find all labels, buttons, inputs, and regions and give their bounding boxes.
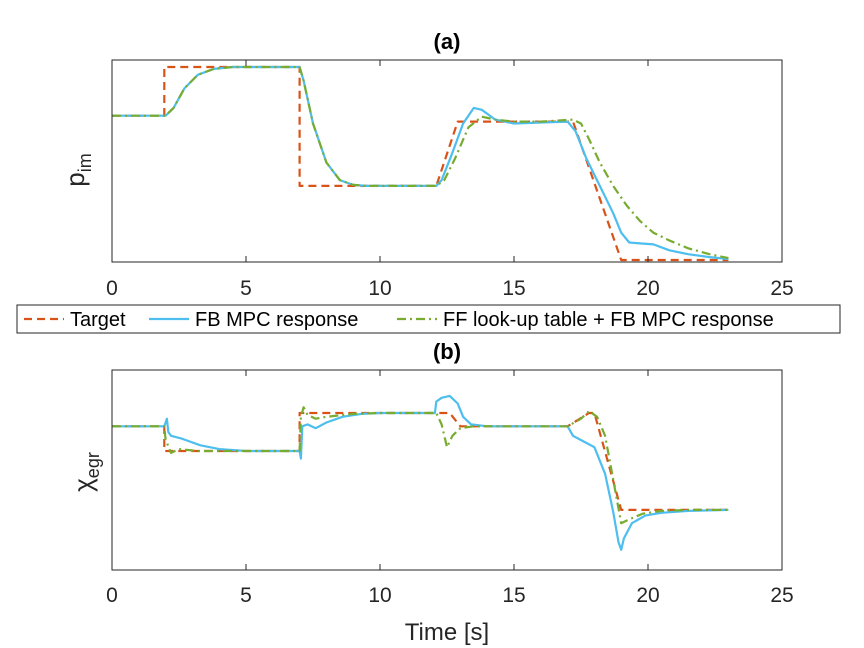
panel-a-x-tick-label: 20: [636, 277, 659, 300]
panel-b-title: (b): [433, 339, 461, 364]
panel-a-axes: [111, 59, 783, 263]
panel-b-x-tick-label: 10: [368, 584, 391, 607]
panel-b-ylabel-sub: egr: [83, 452, 103, 478]
panel-a-series-group: [112, 65, 729, 262]
panel-a-series-fb-mpc-line: [112, 65, 729, 261]
panel-b-x-tick-label: 25: [770, 584, 793, 607]
panel-b-x-tick-label: 15: [502, 584, 525, 607]
panel-b-x-tick-label: 5: [240, 584, 252, 607]
panel-b-ylabel-main: χ: [68, 478, 98, 492]
panel-a-x-tick-label: 15: [502, 277, 525, 300]
panel-b-x-ticks: 0 5 10 15 20 25: [106, 370, 794, 607]
legend-item-fb-mpc: FB MPC response: [195, 309, 358, 331]
panel-a-series-ff-fb-mpc-line: [112, 65, 729, 260]
panel-a-x-ticks: 0 5 10 15 20 25: [106, 60, 794, 300]
panel-b-xlabel: Time [s]: [405, 619, 489, 646]
panel-b-series-ff-fb-mpc-line: [112, 406, 729, 525]
panel-a-ylabel-main: p: [60, 172, 90, 186]
legend-item-ff-fb-mpc: FF look-up table + FB MPC response: [443, 309, 774, 331]
legend: Target FB MPC response FF look-up table …: [16, 304, 841, 334]
panel-b-x-tick-label: 20: [636, 584, 659, 607]
panel-a-ylabel: pim: [60, 153, 95, 186]
panel-a-x-tick-label: 10: [368, 277, 391, 300]
panel-a-x-tick-label: 0: [106, 277, 118, 300]
panel-a-x-tick-label: 25: [770, 277, 793, 300]
panel-b-ylabel: χegr: [68, 452, 103, 492]
panel-a-title: (a): [434, 29, 461, 54]
panel-b-series-group: [112, 394, 729, 551]
panel-b-axes: [111, 369, 783, 571]
panel-b-series-fb-mpc-line: [112, 394, 729, 551]
panel-b: (b) χegr 0 5 10 15 20 25 Time [s]: [68, 339, 794, 646]
panel-a-x-tick-label: 5: [240, 277, 252, 300]
panel-b-x-tick-label: 0: [106, 584, 118, 607]
panel-a-ylabel-sub: im: [75, 153, 95, 172]
panel-a: (a) pim 0 5 10 15 20 25: [60, 29, 794, 300]
legend-item-target: Target: [70, 309, 126, 331]
